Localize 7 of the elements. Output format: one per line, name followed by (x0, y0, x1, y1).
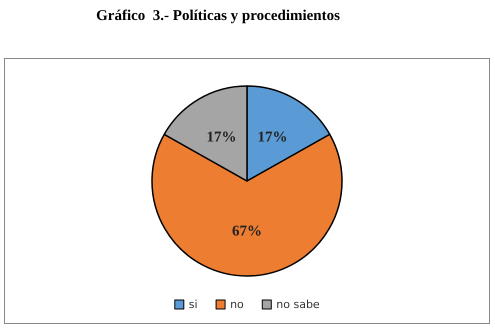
chart-title: Gráfico 3.- Políticas y procedimientos (95, 8, 340, 25)
legend-label: no (230, 298, 244, 311)
data-label: 17% (206, 129, 237, 146)
data-label: 67% (232, 224, 262, 240)
data-label: 17% (257, 129, 288, 146)
legend-label: no sabe (276, 298, 320, 311)
legend-label: si (188, 298, 198, 311)
